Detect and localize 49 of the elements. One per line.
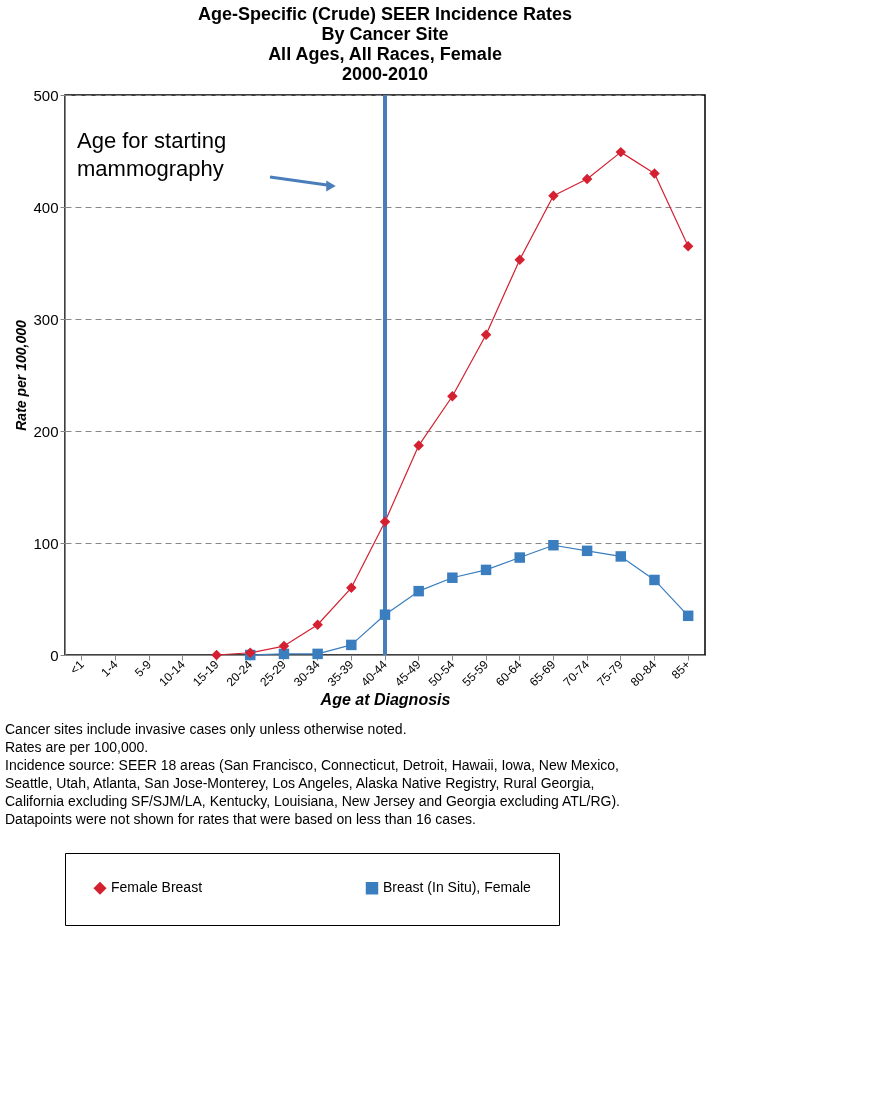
y-tick-label: 400 xyxy=(33,198,59,216)
point xyxy=(211,649,222,661)
point xyxy=(548,190,559,202)
legend-label: Breast (In Situ), Female xyxy=(383,879,532,896)
point xyxy=(514,254,525,265)
text: All Ages, All Races, Female xyxy=(268,44,502,64)
point xyxy=(581,545,593,557)
y-tick-label: 300 xyxy=(33,310,59,328)
x-tick-label: 85+ xyxy=(668,657,694,682)
point xyxy=(379,516,391,527)
point xyxy=(346,582,357,594)
text: Age-Specific (Crude) SEER Incidence Rates xyxy=(197,4,573,24)
point xyxy=(312,619,323,630)
text: Incidence source: SEER 18 areas (San Francisco, Connecticut, Detroit, Hawaii, Iowa, New Mexico, Seattle, Utah, Atlanta, San Jose-Monterey, Los Angeles, Alaska Native Registry, Rural Georgia, California excluding SF/SJM/LA, Kentucky, Louisiana, New Jersey and Georgia excluding ATL/RG). xyxy=(5,757,620,809)
point xyxy=(480,564,492,576)
point xyxy=(682,240,694,252)
point xyxy=(346,639,357,651)
point xyxy=(548,540,559,551)
y-tick-label: 0 xyxy=(50,646,59,664)
point xyxy=(379,609,391,620)
text: Cancer sites include invasive cases only unless otherwise noted. xyxy=(5,721,407,737)
text: 2000-2010 xyxy=(341,64,429,84)
point xyxy=(480,329,492,340)
point xyxy=(447,391,458,402)
point xyxy=(413,440,424,451)
point xyxy=(615,551,627,562)
y-tick-label: 500 xyxy=(33,86,59,104)
y-tick-label: 100 xyxy=(33,534,59,552)
point xyxy=(581,173,593,185)
point xyxy=(278,640,290,652)
x-tick-label: 1-4 xyxy=(98,657,121,680)
point xyxy=(615,146,627,158)
x-tick-label: <1 xyxy=(67,657,88,678)
x-tick-label: 5-9 xyxy=(132,657,155,680)
text: Datapoints were not shown for rates that were based on less than 16 cases. xyxy=(5,811,476,827)
text: Rates are per 100,000. xyxy=(5,739,149,755)
point xyxy=(649,574,660,586)
y-axis-title: Rate per 100,000 xyxy=(13,320,30,431)
annotation: Age for starting mammography xyxy=(77,128,227,181)
point xyxy=(649,168,660,179)
point xyxy=(447,572,458,583)
point xyxy=(514,552,525,563)
text: By Cancer Site xyxy=(321,24,449,44)
point xyxy=(682,610,694,622)
y-tick-label: 200 xyxy=(33,422,59,440)
point xyxy=(312,648,323,660)
x-axis-title: Age at Diagnosis xyxy=(319,691,451,709)
legend-label: Female Breast xyxy=(111,879,203,896)
point xyxy=(413,585,424,597)
